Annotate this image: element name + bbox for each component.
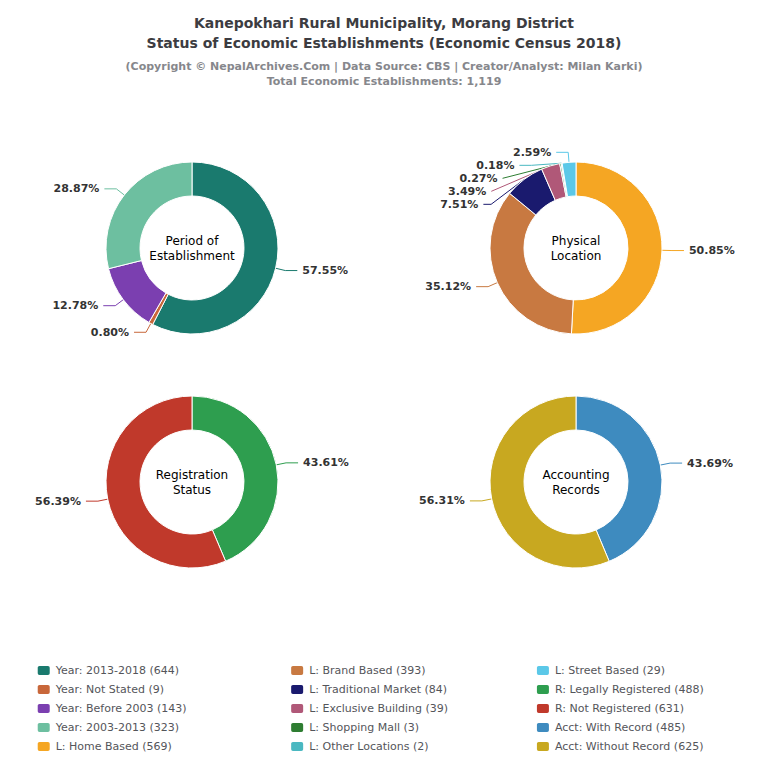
svg-text:0.80%: 0.80% (91, 326, 129, 339)
svg-text:12.78%: 12.78% (52, 299, 98, 312)
svg-text:56.39%: 56.39% (35, 495, 81, 508)
svg-text:50.85%: 50.85% (689, 244, 735, 257)
svg-text:0.27%: 0.27% (459, 172, 497, 185)
svg-text:43.61%: 43.61% (303, 456, 349, 469)
svg-text:Year: Before 2003 (143): Year: Before 2003 (143) (55, 702, 187, 715)
svg-text:Period of: Period of (166, 234, 220, 248)
svg-text:L: Shopping Mall (3): L: Shopping Mall (3) (309, 721, 419, 734)
svg-text:Physical: Physical (552, 234, 601, 248)
svg-text:Year: Not Stated (9): Year: Not Stated (9) (55, 683, 164, 696)
svg-text:56.31%: 56.31% (419, 494, 465, 507)
svg-text:L: Street Based (29): L: Street Based (29) (555, 664, 665, 677)
svg-text:57.55%: 57.55% (302, 264, 348, 277)
svg-text:Status of Economic Establishme: Status of Economic Establishments (Econo… (147, 35, 622, 51)
svg-text:R: Not Registered (631): R: Not Registered (631) (555, 702, 684, 715)
svg-text:Status: Status (173, 483, 211, 497)
svg-text:43.69%: 43.69% (687, 457, 733, 470)
svg-text:0.18%: 0.18% (476, 159, 514, 172)
svg-text:L: Brand Based (393): L: Brand Based (393) (309, 664, 425, 677)
svg-text:Accounting: Accounting (542, 468, 609, 482)
svg-text:3.49%: 3.49% (448, 185, 486, 198)
svg-text:Records: Records (552, 483, 600, 497)
svg-text:L: Traditional Market (84): L: Traditional Market (84) (309, 683, 447, 696)
svg-text:Registration: Registration (156, 468, 228, 482)
svg-text:Acct: Without Record (625): Acct: Without Record (625) (555, 740, 704, 753)
svg-text:L: Other Locations (2): L: Other Locations (2) (309, 740, 428, 753)
svg-text:Total Economic Establishments:: Total Economic Establishments: 1,119 (267, 75, 502, 88)
svg-text:2.59%: 2.59% (513, 146, 551, 159)
svg-text:28.87%: 28.87% (54, 182, 100, 195)
svg-text:(Copyright © NepalArchives.Com: (Copyright © NepalArchives.Com | Data So… (126, 60, 643, 73)
svg-text:Location: Location (551, 249, 602, 263)
svg-text:Kanepokhari Rural Municipality: Kanepokhari Rural Municipality, Morang D… (194, 15, 574, 31)
svg-text:7.51%: 7.51% (440, 198, 478, 211)
svg-text:Year: 2013-2018 (644): Year: 2013-2018 (644) (55, 664, 179, 677)
svg-text:L: Home Based (569): L: Home Based (569) (56, 740, 172, 753)
svg-text:L: Exclusive Building (39): L: Exclusive Building (39) (309, 702, 448, 715)
svg-text:R: Legally Registered (488): R: Legally Registered (488) (555, 683, 704, 696)
svg-text:Acct: With Record (485): Acct: With Record (485) (555, 721, 686, 734)
svg-text:Year: 2003-2013 (323): Year: 2003-2013 (323) (55, 721, 179, 734)
svg-text:35.12%: 35.12% (425, 280, 471, 293)
svg-text:Establishment: Establishment (149, 249, 235, 263)
